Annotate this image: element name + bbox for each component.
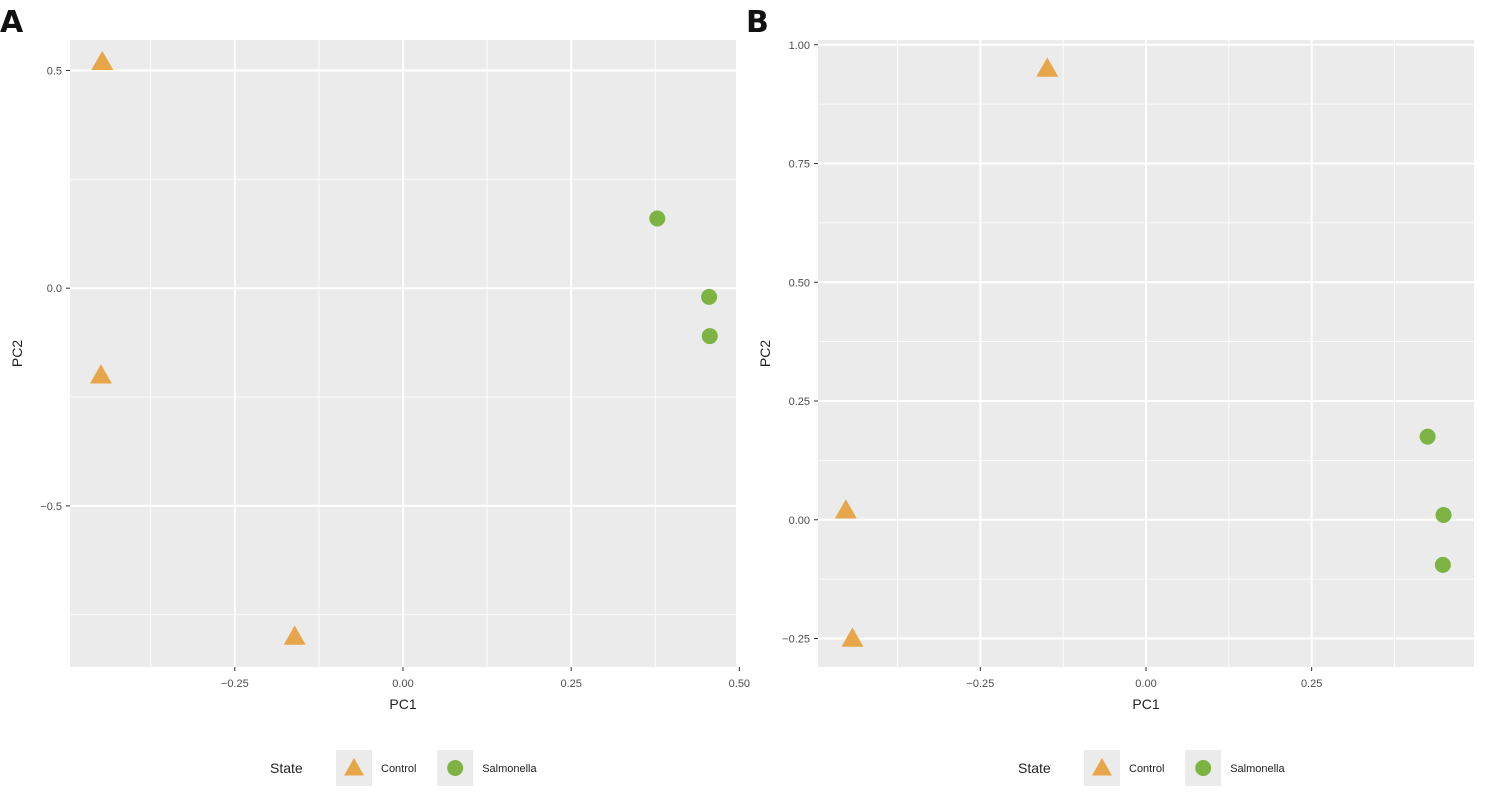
panel-letter-b: B bbox=[746, 5, 769, 40]
x-axis-title: PC1 bbox=[389, 696, 416, 712]
y-tick-label: 0.75 bbox=[789, 159, 810, 171]
legend-title: State bbox=[270, 760, 303, 776]
y-tick-label: 0.5 bbox=[47, 65, 62, 77]
x-tick-label: −0.25 bbox=[966, 678, 994, 690]
x-tick-label: 0.25 bbox=[1301, 678, 1322, 690]
legend-title: State bbox=[1018, 760, 1051, 776]
y-tick-label: 1.00 bbox=[789, 40, 810, 52]
legend-triangle-icon bbox=[1092, 758, 1112, 776]
x-tick-label: 0.25 bbox=[560, 678, 581, 690]
point-salmonella bbox=[649, 210, 666, 227]
scatter-plot-a: −0.25 0.00 0.25 0.50 −0.5 0.0 0.5 PC1 PC2 bbox=[9, 40, 750, 712]
point-control bbox=[89, 364, 112, 384]
point-control bbox=[283, 625, 306, 645]
x-tick-label: 0.00 bbox=[392, 678, 413, 690]
y-axis-title: PC2 bbox=[9, 340, 25, 367]
point-salmonella bbox=[701, 288, 718, 305]
y-tick-label: 0.00 bbox=[789, 515, 810, 527]
point-salmonella bbox=[701, 328, 718, 345]
y-tick-label: 0.25 bbox=[789, 396, 810, 408]
x-axis-title: PC1 bbox=[1132, 696, 1159, 712]
point-salmonella bbox=[1434, 556, 1451, 573]
point-control bbox=[1036, 57, 1059, 77]
legend-label-control: Control bbox=[381, 763, 416, 775]
y-tick-label: −0.25 bbox=[782, 634, 810, 646]
y-tick-label: 0.0 bbox=[47, 283, 62, 295]
point-control bbox=[841, 627, 864, 647]
legend-label-salmonella: Salmonella bbox=[1230, 763, 1285, 775]
legend-triangle-icon bbox=[344, 758, 364, 776]
legend-circle-icon bbox=[1195, 760, 1212, 776]
legend-label-control: Control bbox=[1129, 763, 1164, 775]
point-control bbox=[834, 499, 857, 519]
point-salmonella bbox=[1419, 428, 1436, 445]
legend-a: State Control Salmonella bbox=[270, 750, 538, 786]
scatter-plot-b: −0.25 0.00 0.25 −0.25 0.00 0.25 0.50 0.75 1.00 PC… bbox=[757, 40, 1474, 712]
x-tick-label: 0.00 bbox=[1135, 678, 1156, 690]
panel-a: A −0.25 0.00 0.25 0.50 −0.5 0.0 0.5 PC1 PC2 Stat… bbox=[0, 5, 750, 786]
y-tick-label: 0.50 bbox=[789, 277, 810, 289]
legend-b: State Control Salmonella bbox=[1018, 750, 1286, 786]
point-salmonella bbox=[1435, 507, 1452, 523]
x-tick-label: 0.50 bbox=[729, 678, 750, 690]
point-control bbox=[91, 50, 114, 71]
y-tick-label: −0.5 bbox=[40, 501, 62, 513]
legend-label-salmonella: Salmonella bbox=[482, 763, 537, 775]
panel-b: B −0.25 0.00 0.25 −0.25 0.00 0.25 0.50 0.75 1.00… bbox=[746, 5, 1474, 786]
x-tick-label: −0.25 bbox=[221, 678, 249, 690]
panel-letter-a: A bbox=[0, 5, 24, 40]
legend-circle-icon bbox=[447, 760, 464, 776]
y-axis-title: PC2 bbox=[757, 340, 773, 367]
